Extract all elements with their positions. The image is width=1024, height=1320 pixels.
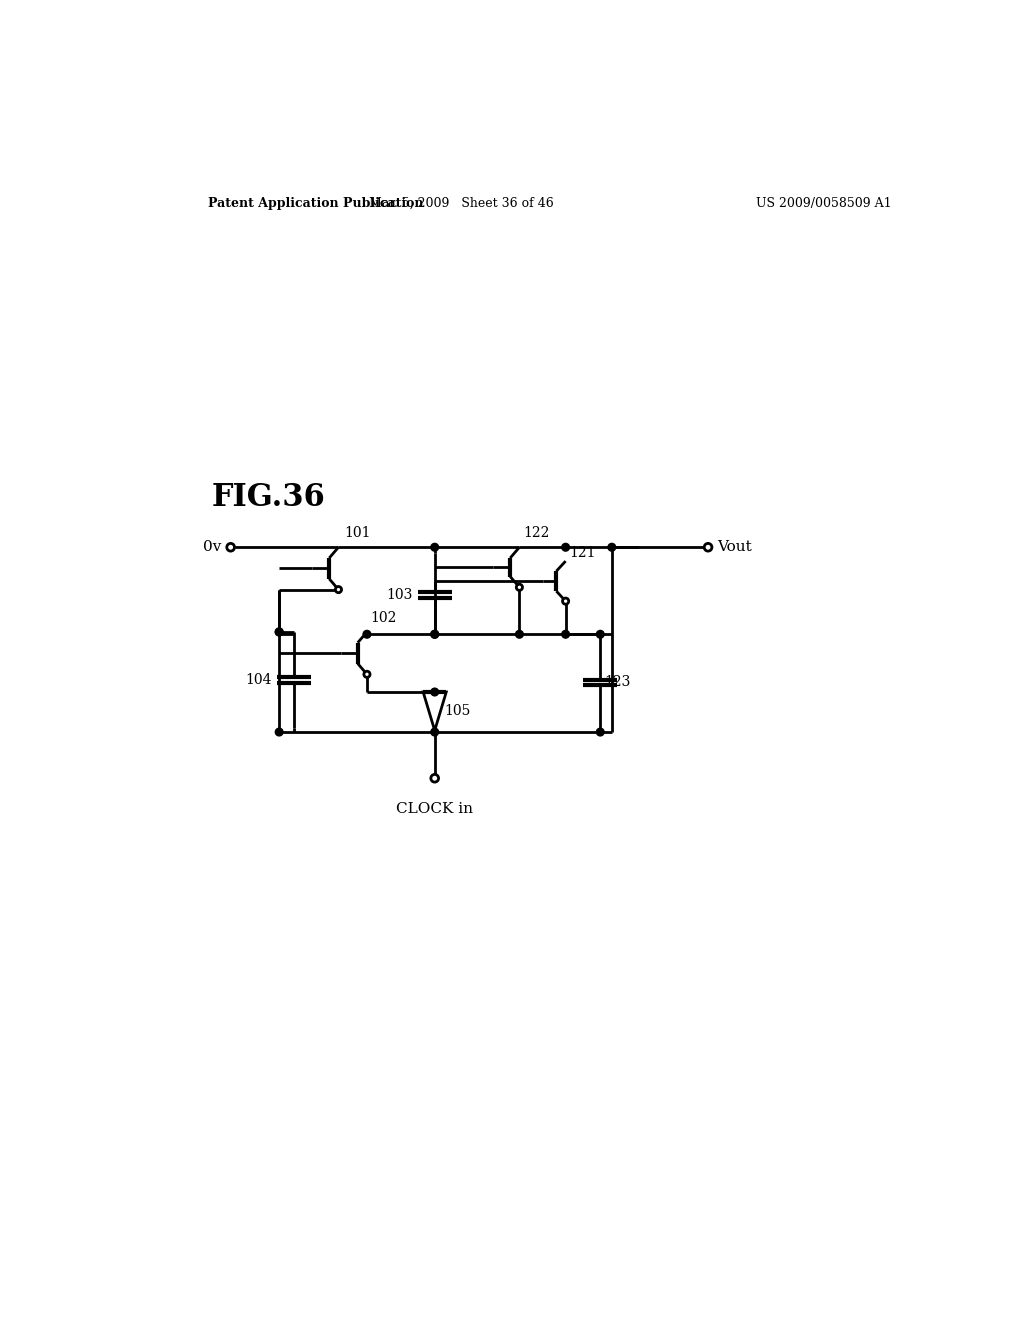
Text: 102: 102 xyxy=(371,611,397,626)
Text: Patent Application Publication: Patent Application Publication xyxy=(208,197,423,210)
Circle shape xyxy=(596,729,604,737)
Circle shape xyxy=(275,628,283,636)
Circle shape xyxy=(431,775,438,781)
Circle shape xyxy=(596,631,604,638)
Text: 122: 122 xyxy=(523,527,550,540)
Text: FIG.36: FIG.36 xyxy=(211,482,326,512)
Circle shape xyxy=(275,628,283,636)
Text: 101: 101 xyxy=(345,527,371,540)
Text: 104: 104 xyxy=(246,673,272,688)
Circle shape xyxy=(562,631,569,638)
Circle shape xyxy=(336,586,342,593)
Text: 123: 123 xyxy=(604,676,631,689)
Circle shape xyxy=(275,729,283,737)
Circle shape xyxy=(562,544,569,552)
Circle shape xyxy=(515,631,523,638)
Circle shape xyxy=(431,729,438,737)
Text: US 2009/0058509 A1: US 2009/0058509 A1 xyxy=(756,197,891,210)
Circle shape xyxy=(431,688,438,696)
Text: 105: 105 xyxy=(444,705,470,718)
Circle shape xyxy=(431,631,438,638)
Text: Mar. 5, 2009   Sheet 36 of 46: Mar. 5, 2009 Sheet 36 of 46 xyxy=(370,197,554,210)
Text: 121: 121 xyxy=(569,546,596,561)
Circle shape xyxy=(608,544,615,552)
Circle shape xyxy=(431,544,438,552)
Text: 0v: 0v xyxy=(203,540,221,554)
Circle shape xyxy=(364,631,371,638)
Text: Vout: Vout xyxy=(717,540,752,554)
Circle shape xyxy=(562,598,568,605)
Circle shape xyxy=(226,544,234,552)
Circle shape xyxy=(516,585,522,590)
Circle shape xyxy=(705,544,712,552)
Circle shape xyxy=(431,631,438,638)
Circle shape xyxy=(364,671,370,677)
Text: 103: 103 xyxy=(387,587,413,602)
Text: CLOCK in: CLOCK in xyxy=(396,803,473,816)
